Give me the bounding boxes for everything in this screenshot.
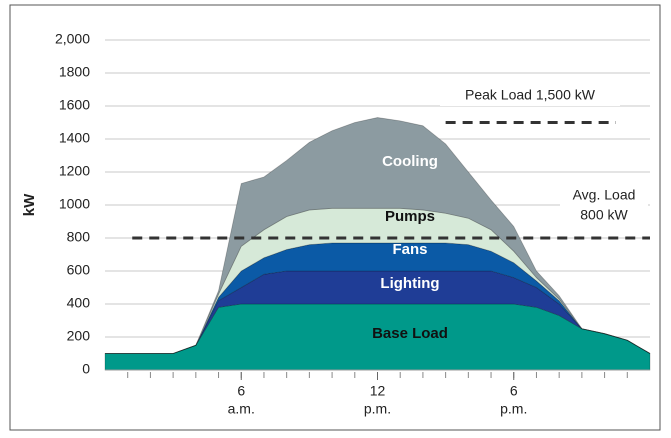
area <box>105 117 651 354</box>
annotation: Peak Load 1,500 kW <box>465 87 596 103</box>
y-tick-label: 600 <box>67 262 91 278</box>
y-tick-label: 1200 <box>59 163 90 179</box>
series-label: Fans <box>392 241 427 258</box>
y-tick-label: 1800 <box>59 64 90 80</box>
x-tick-sublabel: p.m. <box>364 401 391 417</box>
x-tick-sublabel: p.m. <box>500 401 527 417</box>
y-tick-label: 200 <box>67 328 91 344</box>
y-tick-label: 1000 <box>59 196 90 212</box>
x-tick-label: 6 <box>510 383 518 399</box>
y-axis-label: kW <box>21 193 38 216</box>
y-tick-label: 2,000 <box>55 31 90 47</box>
label-bg <box>560 183 648 227</box>
series-label: Lighting <box>380 275 439 292</box>
series-label: Cooling <box>382 153 438 170</box>
x-tick-label: 6 <box>237 383 245 399</box>
y-tick-label: 400 <box>67 295 91 311</box>
label-bg <box>440 86 620 106</box>
y-tick-label: 1600 <box>59 97 90 113</box>
series-label: Base Load <box>372 325 448 342</box>
x-tick-sublabel: a.m. <box>228 401 255 417</box>
y-tick-label: 1400 <box>59 130 90 146</box>
x-tick-label: 12 <box>370 383 386 399</box>
annotation: 800 kW <box>580 207 628 223</box>
annotation: Avg. Load <box>573 187 636 203</box>
y-tick-label: 800 <box>67 229 91 245</box>
y-tick-label: 0 <box>82 361 90 377</box>
series-label: Pumps <box>385 208 435 225</box>
